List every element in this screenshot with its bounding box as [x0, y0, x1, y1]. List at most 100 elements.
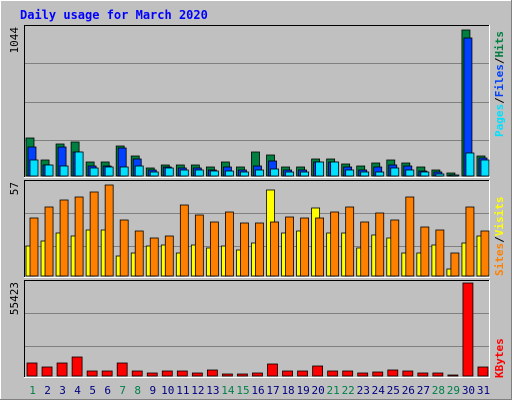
bar-sites [345, 206, 355, 277]
bar-kbytes [176, 370, 188, 377]
bar-sites [435, 229, 445, 277]
bar-pages [375, 171, 385, 177]
x-tick-label: 12 [191, 384, 204, 397]
x-tick-label: 18 [281, 384, 294, 397]
y-max-label: 1044 [8, 27, 21, 54]
bar-kbytes [327, 370, 339, 377]
bar-sites [285, 216, 294, 277]
bars [25, 29, 490, 377]
bar-sites [375, 212, 385, 277]
bar-sites [44, 206, 54, 277]
bar-pages [285, 171, 294, 177]
bar-pages [225, 170, 234, 177]
bar-pages [345, 169, 355, 177]
bar-kbytes [432, 372, 444, 377]
bar-kbytes [56, 362, 68, 377]
bar-kbytes [357, 372, 369, 377]
x-tick-label: 5 [89, 384, 96, 397]
bar-sites [104, 184, 114, 277]
bar-kbytes [237, 373, 248, 377]
bar-kbytes [116, 362, 128, 377]
bar-pages [315, 161, 325, 177]
bar-kbytes [372, 371, 384, 377]
bar-sites [420, 226, 430, 277]
bar-kbytes [71, 356, 83, 377]
bar-pages [240, 171, 249, 177]
legend-sep: / [493, 97, 506, 104]
bar-pages [134, 165, 144, 177]
bar-kbytes [101, 370, 113, 377]
legend-hits: Hits [493, 31, 506, 58]
x-tick-label: 20 [312, 384, 325, 397]
legend-visits: Visits [493, 197, 506, 237]
bar-pages [255, 169, 264, 177]
bar-kbytes [222, 373, 233, 377]
x-tick-label: 6 [104, 384, 111, 397]
bar-sites [450, 252, 460, 277]
bar-kbytes [146, 372, 158, 377]
bar-sites [315, 217, 325, 277]
x-tick-label: 1 [29, 384, 36, 397]
legend-middle: Sites/Visits [493, 197, 506, 277]
bar-pages [149, 171, 159, 177]
bar-sites [465, 206, 475, 277]
legend-kbytes: KBytes [493, 338, 506, 378]
bar-pages [480, 159, 490, 177]
bar-kbytes [312, 365, 324, 377]
bar-pages [450, 174, 460, 177]
bar-pages [209, 170, 219, 177]
bar-pages [74, 151, 84, 177]
bar-pages [164, 167, 174, 177]
x-tick-label: 23 [357, 384, 370, 397]
x-tick-label: 16 [251, 384, 264, 397]
bar-sites [225, 211, 234, 277]
y-max-label: 55423 [8, 282, 21, 315]
bar-pages [360, 171, 370, 177]
bar-sites [300, 217, 309, 277]
bar-pages [330, 161, 340, 177]
x-tick-label: 11 [176, 384, 189, 397]
bar-kbytes [477, 366, 489, 377]
x-tick-label: 30 [462, 384, 475, 397]
x-tick-label: 13 [206, 384, 219, 397]
x-tick-label: 17 [266, 384, 279, 397]
bar-pages [194, 169, 204, 177]
bar-pages [420, 171, 430, 177]
x-axis-labels: 1 2 3 4 5 6 7 8 9 10 11 12 13 14 15 16 17 18 19 20 21 22 23 24 2… [29, 384, 490, 397]
x-tick-label: 22 [342, 384, 355, 397]
bar-sites [209, 221, 219, 277]
x-tick-label: 8 [134, 384, 141, 397]
x-tick-label: 2 [44, 384, 51, 397]
x-tick-label: 19 [296, 384, 309, 397]
bar-pages [179, 169, 189, 177]
bar-kbytes [161, 370, 173, 377]
chart-title: Daily usage for March 2020 [20, 8, 208, 22]
x-tick-label: 14 [221, 384, 235, 397]
bar-kbytes [86, 370, 98, 377]
bar-kbytes [462, 282, 474, 377]
bar-sites [480, 230, 490, 277]
bar-kbytes [131, 370, 143, 377]
bar-kbytes [342, 370, 354, 377]
x-tick-label: 9 [149, 384, 156, 397]
x-tick-label: 31 [477, 384, 490, 397]
bar-pages [89, 167, 99, 177]
bar-sites [194, 214, 204, 277]
x-tick-label: 10 [161, 384, 174, 397]
x-tick-label: 21 [327, 384, 340, 397]
bar-kbytes [206, 369, 218, 377]
bar-kbytes [267, 363, 278, 377]
y-max-label: 57 [8, 182, 21, 195]
bar-kbytes [26, 362, 38, 377]
x-tick-label: 24 [372, 384, 386, 397]
bar-sites [270, 221, 279, 277]
bar-kbytes [282, 370, 293, 377]
x-tick-label: 28 [432, 384, 445, 397]
legend-top: Pages/Files/Hits [493, 31, 506, 137]
panels [24, 25, 490, 378]
bar-kbytes [297, 370, 308, 377]
legend-sep: / [493, 236, 506, 243]
legend-sep: / [493, 57, 506, 64]
